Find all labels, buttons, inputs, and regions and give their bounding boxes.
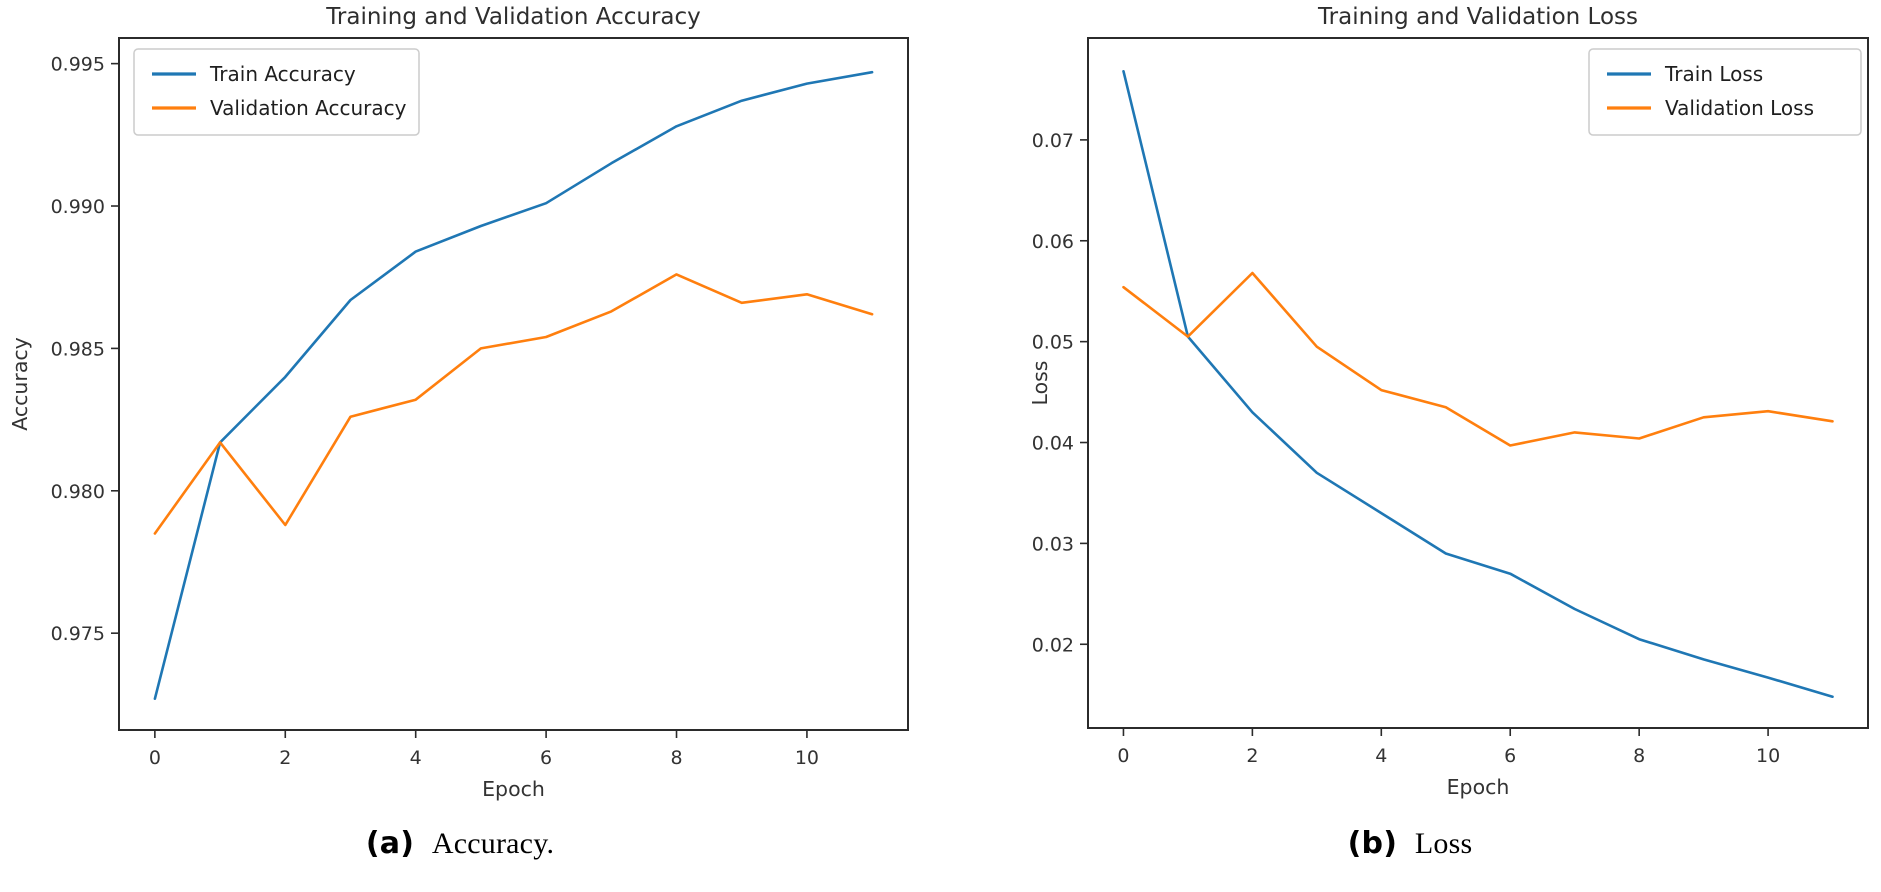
caption-accuracy: (a) Accuracy. (0, 826, 940, 861)
legend-item: Validation Accuracy (152, 96, 407, 120)
series-line-validation (1122, 271, 1834, 447)
y-tick-label: 0.980 (51, 481, 105, 503)
y-tick-label: 0.975 (51, 623, 105, 645)
caption-loss: (b) Loss (940, 826, 1880, 861)
plot-frame (1087, 37, 1869, 729)
x-tick-label: 2 (1246, 745, 1258, 767)
y-tick-label: 0.07 (1032, 130, 1074, 152)
legend-label: Train Accuracy (209, 62, 356, 86)
accuracy-chart: Training and Validation Accuracy 0 2 4 6 8 10 0… (8, 4, 909, 801)
y-tick-label: 0.04 (1032, 433, 1074, 455)
legend-box (1588, 48, 1862, 136)
y-tick-label: 0.995 (51, 54, 105, 76)
captions-row: (a) Accuracy. (b) Loss (0, 826, 1881, 861)
x-axis-label: Epoch (482, 777, 545, 801)
y-tick-label: 0.03 (1032, 533, 1074, 555)
x-tick-label: 6 (1504, 745, 1516, 767)
x-tick-label: 2 (279, 747, 291, 769)
y-tick-label: 0.985 (51, 338, 105, 360)
x-axis-label: Epoch (1447, 775, 1510, 799)
x-tick-label: 6 (540, 747, 552, 769)
y-tick-label: 0.05 (1032, 332, 1074, 354)
x-tick-label: 8 (670, 747, 682, 769)
legend-label: Train Loss (1664, 62, 1763, 86)
y-tick-label: 0.990 (51, 196, 105, 218)
x-tick-label: 10 (1756, 745, 1780, 767)
legend-item: Train Accuracy (152, 62, 356, 86)
x-tick-label: 8 (1633, 745, 1645, 767)
legend: Train Loss Validation Loss (1588, 48, 1862, 136)
caption-accuracy-text: Accuracy. (431, 827, 555, 860)
y-axis-label: Loss (1028, 361, 1052, 406)
loss-panel: Training and Validation Loss 0 2 4 6 8 10 0.02 0… (941, 0, 1881, 810)
x-tick-label: 4 (1375, 745, 1387, 767)
legend-box (133, 48, 420, 136)
legend-item: Train Loss (1607, 62, 1763, 86)
chart-title: Training and Validation Loss (1317, 4, 1638, 30)
legend: Train Accuracy Validation Accuracy (133, 48, 420, 136)
chart-title: Training and Validation Accuracy (325, 4, 701, 30)
x-tick-label: 0 (149, 747, 161, 769)
x-tick-label: 10 (795, 747, 819, 769)
x-tick-label: 4 (410, 747, 422, 769)
series-line-train (1122, 70, 1834, 699)
legend-item: Validation Loss (1607, 96, 1814, 120)
caption-accuracy-label: (a) (365, 826, 415, 861)
y-tick-label: 0.02 (1032, 634, 1074, 656)
loss-chart: Training and Validation Loss 0 2 4 6 8 10 0.02 0… (1028, 4, 1869, 799)
caption-loss-label: (b) (1347, 826, 1398, 861)
x-tick-label: 0 (1117, 745, 1129, 767)
legend-label: Validation Accuracy (210, 96, 407, 120)
accuracy-panel: Training and Validation Accuracy 0 2 4 6 8 10 0… (0, 0, 940, 810)
y-tick-label: 0.06 (1032, 231, 1074, 253)
y-axis-label: Accuracy (8, 337, 32, 431)
plot-frame (118, 37, 909, 731)
legend-label: Validation Loss (1665, 96, 1814, 120)
series-line-train (153, 70, 874, 701)
caption-loss-text: Loss (1414, 827, 1473, 860)
series-line-validation (153, 273, 874, 535)
